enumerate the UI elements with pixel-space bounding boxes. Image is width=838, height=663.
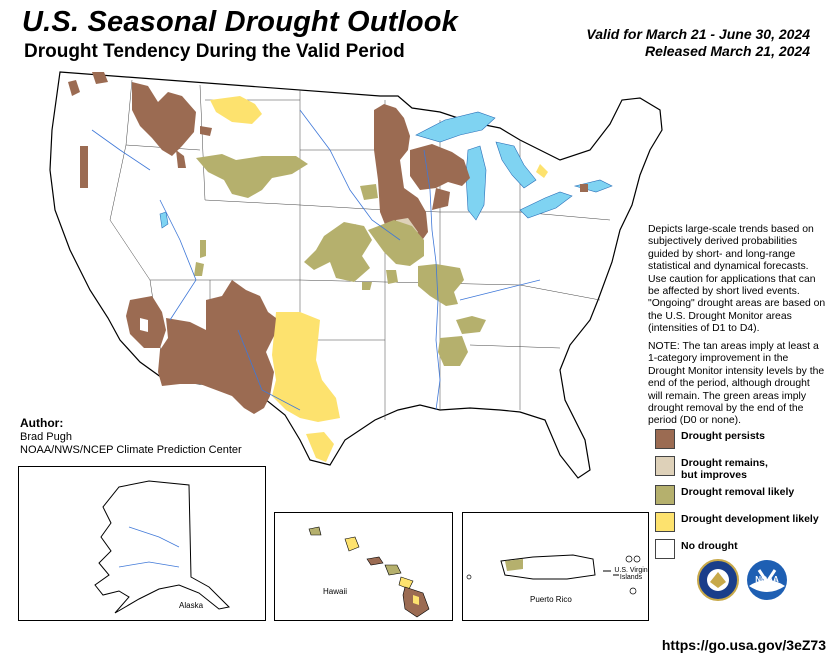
map-subtitle: Drought Tendency During the Valid Period <box>24 41 405 62</box>
legend-item-development: Drought development likely <box>655 512 835 539</box>
legend-item-persists: Drought persists <box>655 429 835 456</box>
puerto-rico-inset: Puerto Rico U.S. Virgin Islands <box>462 512 649 621</box>
map-title: U.S. Seasonal Drought Outlook <box>22 6 458 38</box>
valid-line: Valid for March 21 - June 30, 2024 <box>586 26 810 42</box>
alaska-map <box>94 480 231 614</box>
legend-swatch <box>655 539 675 559</box>
legend-swatch <box>655 429 675 449</box>
released-line: Released March 21, 2024 <box>645 43 810 59</box>
author-org: NOAA/NWS/NCEP Climate Prediction Center <box>20 444 242 456</box>
hawaii-label: Hawaii <box>323 587 348 596</box>
noaa-logo-icon: NOAA <box>747 560 787 600</box>
removal-areas <box>194 154 486 366</box>
svg-text:NOAA: NOAA <box>755 575 779 584</box>
author-heading: Author: <box>20 416 64 430</box>
legend-item-improves: Drought remains, but improves <box>655 456 835 485</box>
author-name: Brad Pugh <box>20 431 72 443</box>
rivers <box>91 109 541 411</box>
description-text: Depicts large-scale trends based on subj… <box>648 224 826 335</box>
legend-swatch <box>655 485 675 505</box>
hawaii-inset: Hawaii <box>274 512 453 621</box>
alaska-inset: Alaska <box>18 466 266 621</box>
note-text: NOTE: The tan areas imply at least a 1-c… <box>648 341 825 427</box>
legend-label: Drought persists <box>681 430 766 442</box>
legend-item-removal: Drought removal likely <box>655 485 835 512</box>
author-block: Author: Brad Pugh NOAA/NWS/NCEP Climate … <box>20 417 242 457</box>
legend-label: Drought removal likely <box>681 486 795 498</box>
development-areas <box>210 96 548 462</box>
hawaii-map <box>308 526 430 618</box>
virgin-islands-label: U.S. Virgin Islands <box>614 567 648 581</box>
legend-item-no-drought: No drought <box>655 539 835 566</box>
great-lakes <box>159 111 613 229</box>
legend-label: Drought development likely <box>681 513 819 525</box>
source-url[interactable]: https://go.usa.gov/3eZ73 <box>661 637 826 653</box>
legend-label: No drought <box>681 540 738 552</box>
doc-logo-icon <box>697 559 739 601</box>
puerto-rico-label: Puerto Rico <box>530 595 572 604</box>
alaska-label: Alaska <box>179 601 204 610</box>
puerto-rico-map <box>466 554 641 595</box>
valid-period: Valid for March 21 - June 30, 2024 Relea… <box>586 26 810 60</box>
legend: Drought persists Drought remains, but im… <box>655 429 835 566</box>
legend-label: Drought remains, but improves <box>681 457 768 481</box>
persists-areas <box>68 72 588 414</box>
legend-swatch <box>655 512 675 532</box>
legend-swatch <box>655 456 675 476</box>
